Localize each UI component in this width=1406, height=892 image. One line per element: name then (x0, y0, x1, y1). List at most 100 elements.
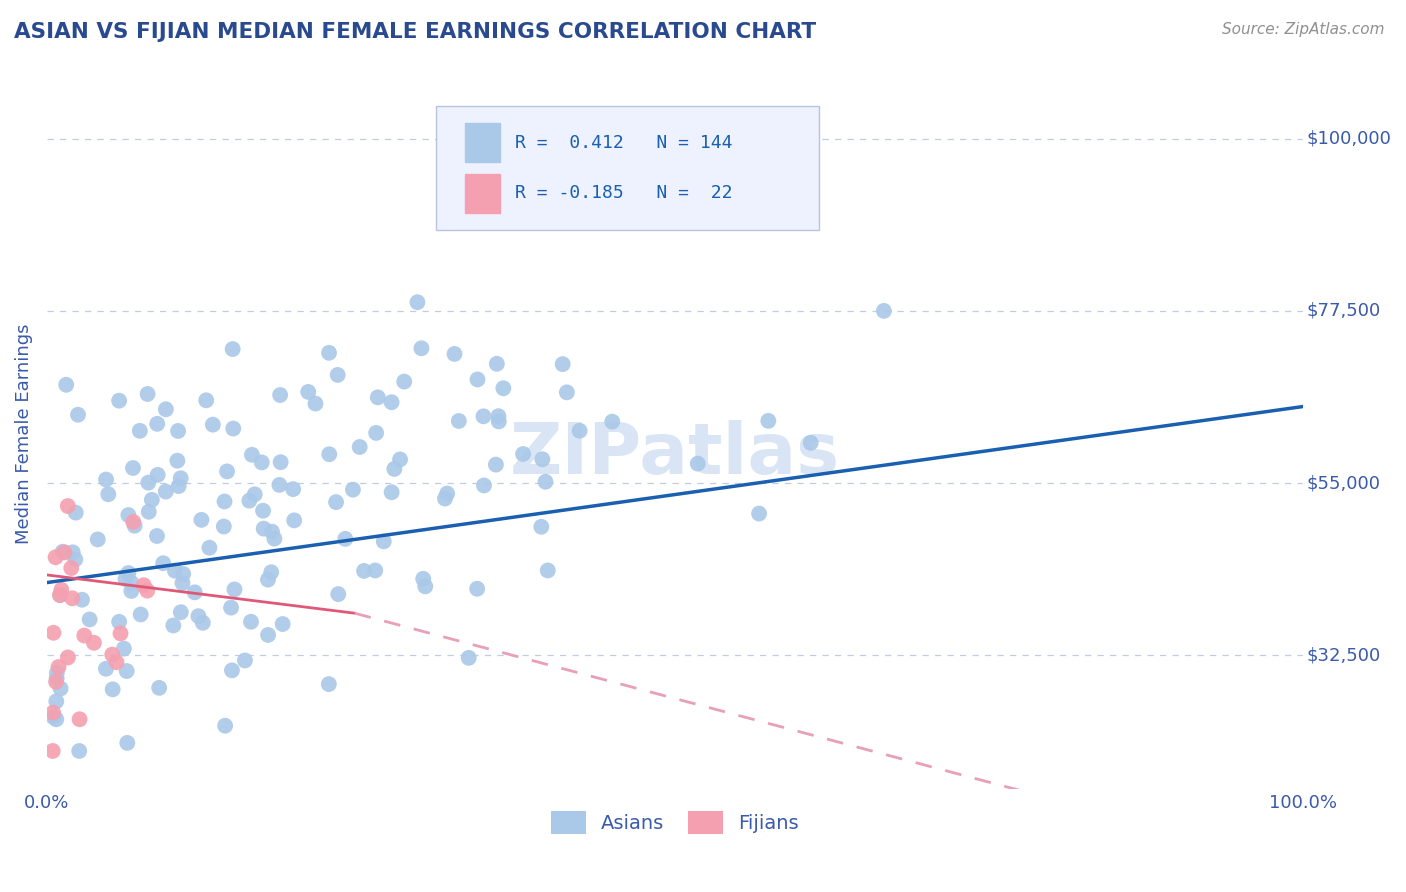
Point (873, 304, 896, 318)
FancyBboxPatch shape (436, 106, 820, 230)
Point (257, 628, 280, 642)
Point (215, 464, 238, 478)
Point (42, 710, 65, 724)
Point (48, 660, 70, 674)
Point (555, 385, 578, 400)
Point (105, 655, 128, 669)
FancyBboxPatch shape (465, 174, 501, 213)
Point (457, 650, 479, 665)
Point (214, 494, 236, 508)
Point (94, 473, 117, 487)
Point (271, 617, 294, 632)
Point (62, 545, 84, 559)
Point (406, 295, 429, 310)
Point (49, 681, 72, 696)
Point (128, 424, 150, 438)
Point (53, 545, 76, 559)
Point (124, 518, 146, 533)
Point (283, 482, 305, 496)
Point (52, 545, 75, 559)
Point (45, 674, 67, 689)
Point (318, 346, 340, 360)
Point (146, 467, 169, 482)
Point (214, 719, 236, 733)
Point (201, 417, 224, 432)
Point (67, 744, 90, 758)
Point (335, 532, 357, 546)
Text: Source: ZipAtlas.com: Source: ZipAtlas.com (1222, 22, 1385, 37)
Point (443, 347, 465, 361)
Point (152, 556, 174, 570)
Legend: Asians, Fijians: Asians, Fijians (541, 802, 808, 844)
Point (45, 671, 67, 685)
Point (381, 485, 404, 500)
Point (269, 388, 291, 402)
Point (756, 414, 779, 428)
Point (170, 605, 193, 619)
Point (270, 455, 292, 469)
Point (257, 573, 280, 587)
Point (534, 475, 557, 489)
Point (373, 534, 395, 549)
Point (70, 592, 93, 607)
Point (45, 694, 67, 708)
Point (326, 368, 349, 382)
Point (260, 566, 283, 580)
Point (269, 478, 291, 492)
Point (110, 626, 132, 640)
Point (297, 384, 319, 399)
Point (260, 524, 283, 539)
Point (485, 458, 508, 472)
Point (60, 561, 83, 575)
Point (101, 682, 124, 697)
Text: R = -0.185   N =  22: R = -0.185 N = 22 (516, 185, 733, 202)
Point (42, 706, 65, 720)
Point (342, 483, 364, 497)
Point (117, 736, 139, 750)
Point (325, 495, 347, 509)
Point (392, 375, 415, 389)
Point (146, 529, 169, 543)
Point (239, 615, 262, 629)
Point (55, 377, 77, 392)
Point (413, 579, 436, 593)
Point (318, 447, 340, 461)
Text: $77,500: $77,500 (1306, 301, 1381, 320)
FancyBboxPatch shape (465, 123, 501, 162)
Point (56, 650, 79, 665)
Y-axis label: Median Female Earnings: Median Female Earnings (15, 323, 32, 543)
Point (436, 486, 458, 500)
Point (366, 425, 388, 440)
Text: ZIPatlas: ZIPatlas (510, 420, 839, 489)
Point (117, 566, 139, 580)
Point (238, 493, 260, 508)
Point (83, 636, 105, 650)
Text: $100,000: $100,000 (1306, 129, 1392, 148)
Point (411, 341, 433, 355)
Point (748, 507, 770, 521)
Text: $32,500: $32,500 (1306, 647, 1381, 665)
Point (172, 576, 194, 591)
Text: $55,000: $55,000 (1306, 474, 1381, 492)
Point (568, 424, 591, 438)
Point (221, 342, 243, 356)
Point (115, 664, 138, 678)
Point (56, 499, 79, 513)
Point (318, 677, 340, 691)
Point (243, 487, 266, 501)
Point (190, 513, 212, 527)
Point (148, 681, 170, 695)
Point (60, 591, 83, 606)
Point (51, 582, 73, 597)
Point (172, 566, 194, 581)
Point (108, 615, 131, 629)
Point (117, 508, 139, 522)
Point (367, 390, 389, 404)
Point (94, 662, 117, 676)
Point (240, 448, 263, 462)
Point (184, 585, 207, 599)
Point (114, 572, 136, 586)
Point (79, 612, 101, 626)
Point (212, 519, 235, 533)
Point (155, 484, 177, 499)
